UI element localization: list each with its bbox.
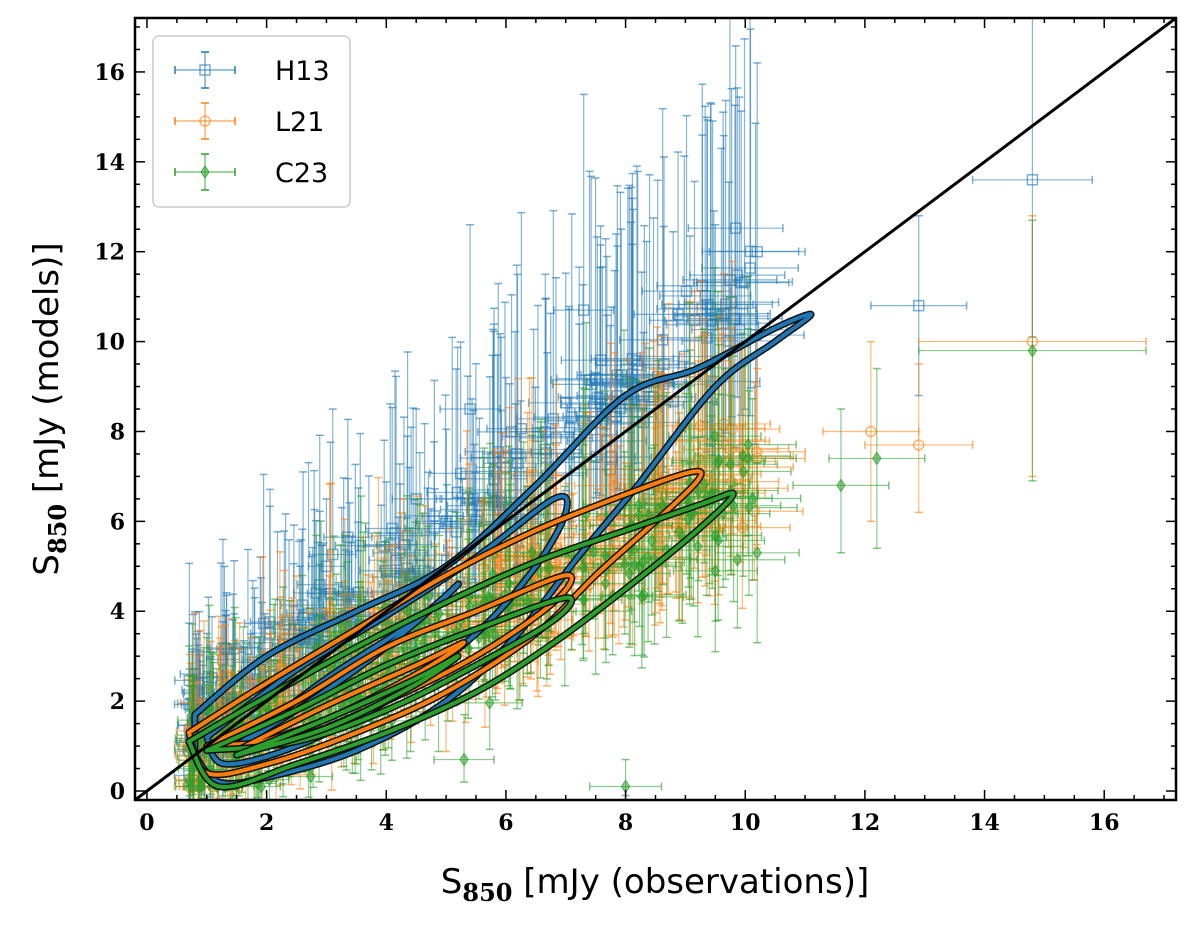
h13-marker xyxy=(577,304,590,316)
h13-marker xyxy=(751,245,763,258)
h13-marker xyxy=(547,413,560,425)
l21-marker xyxy=(912,439,925,451)
h13-marker xyxy=(451,486,464,499)
h13-point xyxy=(553,93,615,446)
h13-point xyxy=(439,223,501,500)
l21-point xyxy=(864,363,974,514)
h13-marker xyxy=(257,617,270,630)
h13-marker xyxy=(735,276,747,289)
h13-marker xyxy=(566,411,578,423)
h13-marker xyxy=(912,299,925,312)
h13-marker xyxy=(532,430,544,443)
h13-marker xyxy=(1026,174,1039,186)
h13-point xyxy=(687,45,784,351)
h13-marker xyxy=(583,374,596,386)
h13-marker xyxy=(625,376,638,389)
h13-marker xyxy=(464,403,476,415)
l21-marker xyxy=(222,669,234,681)
l21-marker xyxy=(726,423,739,435)
l21-marker xyxy=(865,425,877,438)
h13-marker xyxy=(327,548,339,561)
l21-marker xyxy=(245,675,257,688)
h13-marker xyxy=(656,334,669,346)
h13-marker xyxy=(515,422,528,435)
h13-marker xyxy=(701,298,714,311)
h13-marker xyxy=(386,522,398,535)
